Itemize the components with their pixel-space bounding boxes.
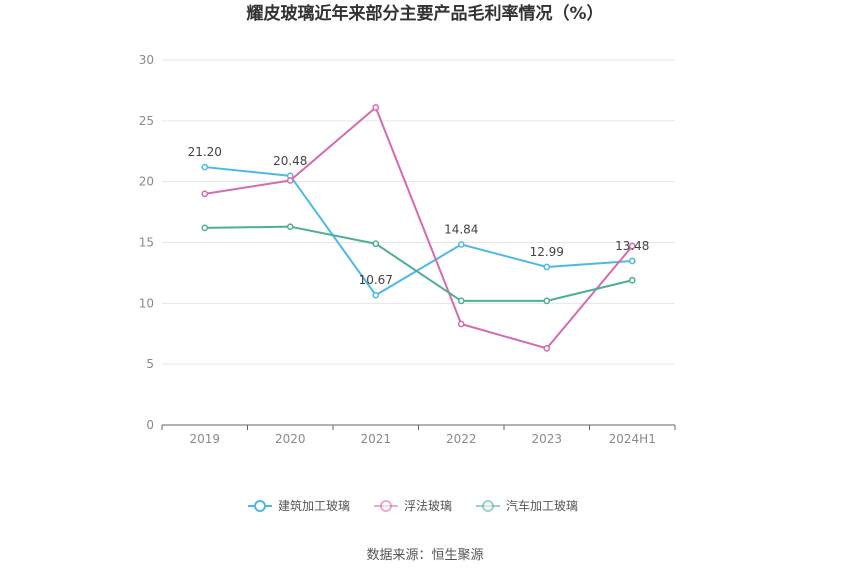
chart-title: 耀皮玻璃近年来部分主要产品毛利率情况（%） (246, 3, 603, 24)
y-tick-label: 20 (139, 175, 154, 189)
y-tick-label: 10 (139, 296, 154, 310)
series-line (204, 166, 633, 297)
series-line (204, 225, 633, 302)
legend-marker-icon (482, 500, 494, 512)
data-point[interactable] (201, 163, 209, 171)
data-label: 14.84 (444, 222, 478, 236)
data-point[interactable] (628, 242, 636, 250)
legend-marker-icon (254, 500, 266, 512)
data-point[interactable] (457, 241, 465, 248)
data-point[interactable] (628, 276, 636, 284)
data-label: 12.99 (530, 245, 564, 259)
data-label: 21.20 (188, 145, 222, 159)
data-point[interactable] (457, 297, 465, 305)
data-label: 10.67 (359, 273, 393, 287)
data-point[interactable] (628, 257, 636, 265)
legend: 建筑加工玻璃 浮法玻璃 汽车加工玻璃 (248, 498, 578, 513)
x-tick-label: 2023 (531, 432, 562, 446)
data-point[interactable] (372, 240, 380, 248)
data-point[interactable] (543, 297, 551, 305)
legend-label: 浮法玻璃 (404, 499, 452, 513)
data-point[interactable] (372, 291, 380, 299)
y-tick-label: 30 (139, 53, 154, 67)
x-tick-label: 2021 (360, 432, 391, 446)
y-tick-label: 5 (146, 357, 154, 371)
x-tick-label: 2022 (446, 432, 477, 446)
x-tick-label: 2020 (275, 432, 306, 446)
data-label: 13.48 (615, 239, 649, 253)
legend-item[interactable]: 建筑加工玻璃 (248, 498, 350, 513)
grid-lines (162, 59, 675, 365)
source-note: 数据来源：恒生聚源 (366, 548, 483, 563)
data-point[interactable] (543, 345, 551, 352)
series-layer (201, 104, 636, 352)
data-point[interactable] (286, 177, 294, 184)
legend-item[interactable]: 浮法玻璃 (374, 499, 452, 513)
data-point[interactable] (201, 224, 209, 232)
y-tick-label: 25 (139, 114, 154, 128)
x-tick-label: 2019 (189, 432, 220, 446)
axes: 0 5 10 15 20 25 30 2019 2020 2021 2022 2023 2024H1 (139, 53, 676, 446)
data-labels: 21.20 20.48 10.67 14.84 12.99 13.48 (188, 145, 650, 287)
x-tick-label: 2024H1 (609, 432, 656, 446)
data-point[interactable] (372, 104, 380, 111)
legend-label: 建筑加工玻璃 (278, 498, 350, 513)
data-point[interactable] (543, 263, 551, 271)
data-point[interactable] (457, 320, 465, 328)
legend-label: 汽车加工玻璃 (506, 498, 578, 513)
series-line (204, 106, 634, 350)
data-point[interactable] (286, 223, 294, 231)
legend-item[interactable]: 汽车加工玻璃 (476, 498, 578, 513)
y-tick-label: 0 (146, 418, 154, 432)
data-point[interactable] (201, 190, 209, 198)
legend-marker-icon (380, 500, 392, 512)
y-tick-label: 15 (139, 236, 154, 250)
data-label: 20.48 (273, 154, 307, 168)
